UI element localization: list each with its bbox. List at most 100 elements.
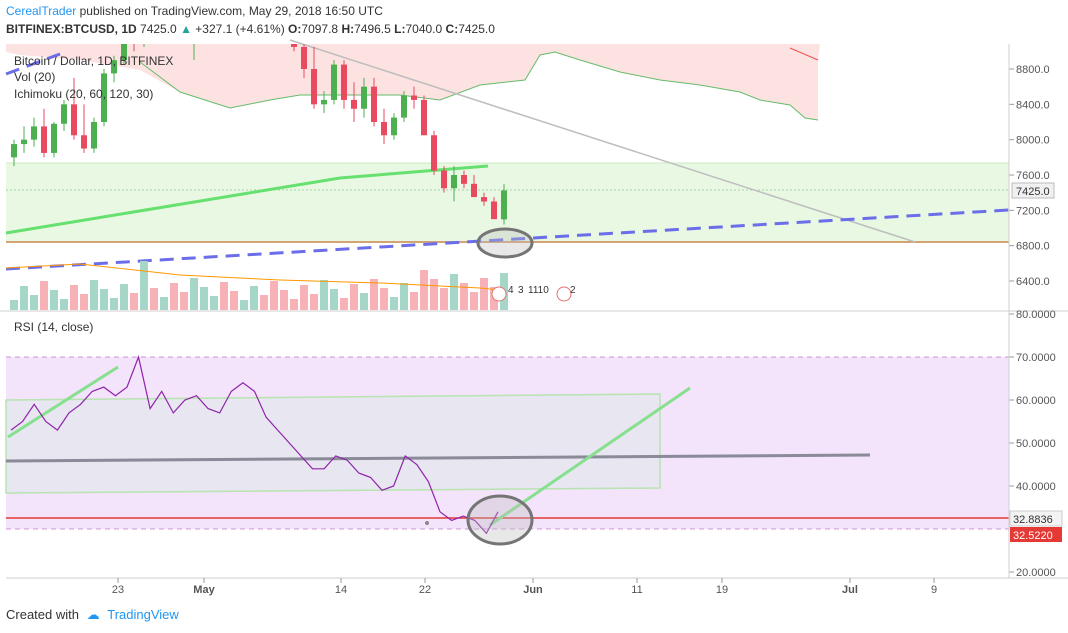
price-tick-label: 7600.0 bbox=[1016, 170, 1050, 182]
legend-vol: Vol (20) bbox=[14, 70, 55, 84]
candle-body bbox=[361, 86, 367, 109]
volume-bar bbox=[100, 289, 108, 310]
volume-bar bbox=[30, 295, 38, 310]
volume-bar bbox=[150, 288, 158, 310]
volume-bar bbox=[60, 299, 68, 310]
time-tick-label: 19 bbox=[716, 584, 728, 596]
volume-bars bbox=[10, 261, 508, 310]
flag-icon[interactable] bbox=[556, 286, 572, 302]
volume-bar bbox=[250, 286, 258, 310]
volume-bar bbox=[410, 292, 418, 310]
tradingview-logo-icon[interactable]: ☁ bbox=[86, 607, 100, 622]
price-tick-label: 7200.0 bbox=[1016, 205, 1050, 217]
time-tick-label: 11 bbox=[631, 584, 642, 596]
rsi-grey-line bbox=[5, 453, 871, 463]
rsi-highlight-ellipse bbox=[466, 494, 534, 546]
volume-bar bbox=[480, 278, 488, 310]
volume-bar bbox=[70, 285, 78, 310]
candle-body bbox=[71, 104, 77, 136]
volume-bar bbox=[140, 261, 148, 310]
volume-bar bbox=[240, 300, 248, 310]
candle-body bbox=[371, 86, 377, 122]
volume-bar bbox=[280, 290, 288, 310]
candle-body bbox=[331, 64, 337, 100]
volume-bar bbox=[380, 288, 388, 310]
rsi-axis-ticks: 80.0000 70.0000 60.0000 50.0000 40.0000 20.00… bbox=[1009, 309, 1056, 579]
volume-bar bbox=[320, 280, 328, 310]
candle-body bbox=[401, 95, 407, 118]
candle-body bbox=[471, 183, 477, 198]
flag-icon[interactable] bbox=[491, 286, 507, 302]
time-tick-label: 23 bbox=[112, 584, 124, 596]
candle-body bbox=[311, 69, 317, 105]
green-trendline bbox=[5, 176, 341, 235]
blue-dashed-trendline bbox=[5, 208, 1010, 271]
low-label: L: bbox=[394, 22, 406, 36]
tradingview-link[interactable]: TradingView bbox=[107, 607, 179, 622]
time-axis: 23 May 14 22 Jun 11 19 Jul 9 bbox=[112, 578, 937, 596]
volume-bar bbox=[50, 290, 58, 310]
candle-body bbox=[61, 104, 67, 124]
chart-canvas[interactable]: 8800.0 8400.0 8000.0 7600.0 7200.0 6800.0 6400… bbox=[0, 0, 1068, 600]
time-tick-label: 22 bbox=[419, 584, 431, 596]
event-badges[interactable]: 4 3 1110 2 bbox=[491, 285, 576, 302]
volume-bar bbox=[90, 280, 98, 310]
volume-bar bbox=[430, 279, 438, 310]
volume-bar bbox=[120, 284, 128, 310]
volume-bar bbox=[460, 283, 468, 310]
volume-bar bbox=[110, 298, 118, 310]
candle-body bbox=[481, 197, 487, 202]
volume-bar bbox=[260, 295, 268, 310]
legend-ichimoku: Ichimoku (20, 60, 120, 30) bbox=[14, 87, 153, 101]
rsi-tick-label: 60.0000 bbox=[1016, 395, 1056, 407]
event-badge-4: 2 bbox=[570, 285, 576, 296]
volume-bar bbox=[20, 286, 28, 310]
close-label: C: bbox=[445, 22, 459, 36]
volume-bar bbox=[400, 283, 408, 310]
candle-body bbox=[391, 117, 397, 136]
event-badge-1: 4 bbox=[508, 285, 514, 296]
rsi-green-trend-1 bbox=[7, 365, 119, 439]
rsi-tick-label: 70.0000 bbox=[1016, 352, 1056, 364]
candle-body bbox=[31, 126, 37, 140]
price-tick-label: 8800.0 bbox=[1016, 64, 1050, 76]
volume-bar bbox=[210, 296, 218, 310]
candle-body bbox=[81, 135, 87, 149]
symbol-label: BITFINEX:BTCUSD, 1D bbox=[6, 22, 137, 36]
candle-body bbox=[21, 139, 27, 145]
time-tick-label: Jun bbox=[523, 584, 543, 596]
price-change: +327.1 (+4.61%) bbox=[195, 22, 285, 36]
volume-bar bbox=[170, 283, 178, 310]
volume-bar bbox=[220, 282, 228, 310]
publish-info: CerealTrader published on TradingView.co… bbox=[6, 4, 383, 18]
volume-bar bbox=[40, 281, 48, 310]
candle-body bbox=[111, 60, 117, 74]
candle-body bbox=[51, 123, 57, 153]
time-tick-label: May bbox=[193, 584, 215, 596]
volume-bar bbox=[180, 292, 188, 310]
candle-body bbox=[491, 201, 497, 220]
candle-body bbox=[351, 99, 357, 109]
symbol-ohlc-bar: BITFINEX:BTCUSD, 1D 7425.0 ▲ +327.1 (+4.… bbox=[6, 22, 495, 36]
rsi-current-label: 32.8836 bbox=[1013, 514, 1053, 526]
volume-ma-line bbox=[5, 263, 501, 291]
candle-body bbox=[321, 99, 327, 105]
volume-bar bbox=[270, 281, 278, 310]
volume-bar bbox=[350, 284, 358, 310]
volume-bar bbox=[80, 294, 88, 310]
high-value: 7496.5 bbox=[354, 22, 391, 36]
time-tick-label: Jul bbox=[842, 584, 858, 596]
price-tick-label: 8400.0 bbox=[1016, 99, 1050, 111]
volume-bar bbox=[390, 297, 398, 310]
volume-bar bbox=[130, 293, 138, 310]
high-label: H: bbox=[341, 22, 355, 36]
price-axis bbox=[1009, 44, 1068, 310]
candle-body bbox=[461, 175, 467, 184]
volume-bar bbox=[340, 298, 348, 310]
open-value: 7097.8 bbox=[301, 22, 339, 36]
price-tick-label: 8000.0 bbox=[1016, 135, 1050, 147]
open-label: O: bbox=[288, 22, 302, 36]
author-link[interactable]: CerealTrader bbox=[6, 4, 77, 18]
low-value: 7040.0 bbox=[405, 22, 443, 36]
last-price: 7425.0 bbox=[140, 22, 177, 36]
